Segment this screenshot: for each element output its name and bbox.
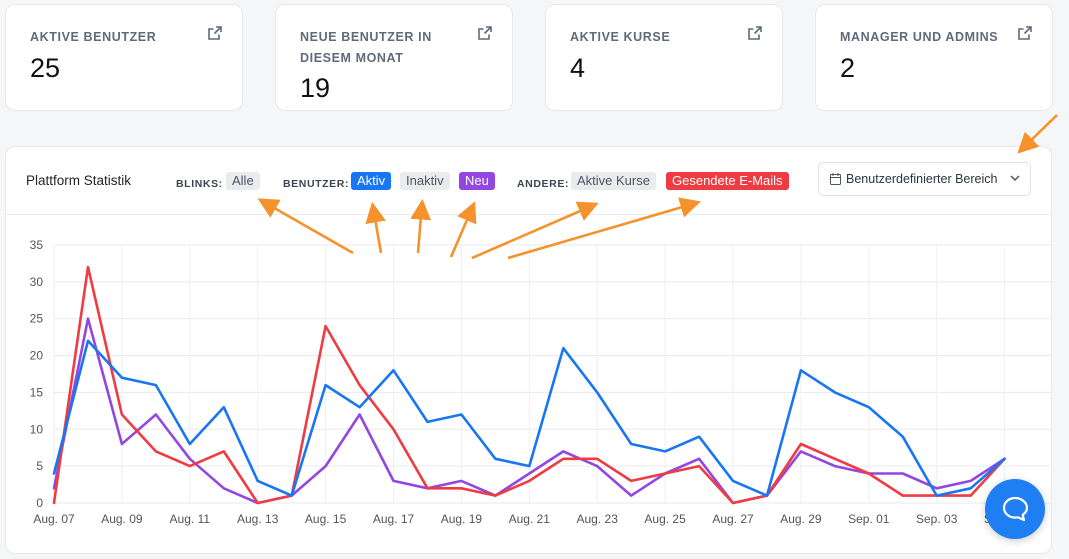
y-tick-label: 30 [30,275,44,289]
x-tick-label: Aug. 13 [237,512,279,526]
blinks-filter-label: BLINKS: [176,178,223,190]
date-range-label: Benutzerdefinierter Bereich [846,172,998,186]
stat-value: 25 [30,53,61,83]
x-tick-label: Sep. 01 [848,512,890,526]
series-line-gesendete-e-mails [52,265,1006,505]
external-link-icon[interactable] [208,26,222,40]
x-tick-label: Aug. 17 [373,512,415,526]
x-tick-label: Aug. 09 [101,512,143,526]
chevron-down-icon [1010,175,1020,182]
stat-label: AKTIVE BENUTZER [30,30,157,44]
x-tick-label: Aug. 25 [644,512,686,526]
x-tick-label: Aug. 19 [441,512,483,526]
x-tick-label: Aug. 29 [780,512,822,526]
x-tick-label: Aug. 11 [170,512,211,526]
external-link-icon[interactable] [478,26,492,40]
panel-title: Plattform Statistik [26,173,132,188]
y-tick-label: 20 [30,349,44,363]
filter-users-inactive[interactable]: Inaktiv [400,172,450,190]
platform-statistics-panel: Plattform Statistik BLINKS: Alle BENUTZE… [5,146,1052,554]
filter-active-courses[interactable]: Aktive Kurse [571,172,656,190]
x-tick-label: Aug. 07 [33,512,75,526]
filter-users-new[interactable]: Neu [459,172,495,190]
y-tick-label: 5 [36,459,43,473]
series-line-neu [52,317,1006,505]
stat-card-new-users: NEUE BENUTZER IN DIESEM MONAT 19 [275,4,513,111]
x-tick-label: Sep. 03 [916,512,958,526]
line-chart: 0 5 10 15 20 25 30 35 Aug. 07 Aug. 09 Aug. 11 Aug. … [30,238,1051,526]
y-tick-label: 10 [30,422,44,436]
chat-bubble-icon [1002,496,1028,522]
filter-users-active[interactable]: Aktiv [351,172,392,190]
stat-card-active-users: AKTIVE BENUTZER 25 [5,4,243,111]
stat-value: 4 [570,53,586,83]
stat-value: 19 [300,73,331,103]
x-tick-label: Aug. 15 [305,512,347,526]
y-tick-label: 15 [30,385,44,399]
annotation-arrow [1017,114,1058,154]
stat-card-active-courses: AKTIVE KURSE 4 [545,4,783,111]
x-tick-label: Aug. 21 [509,512,551,526]
y-tick-label: 35 [30,238,44,252]
external-link-icon[interactable] [1018,26,1032,40]
external-link-icon[interactable] [748,26,762,40]
stat-label: NEUE BENUTZER IN DIESEM MONAT [300,30,432,65]
filter-blinks-all[interactable]: Alle [226,172,260,190]
calendar-icon [830,173,841,185]
help-chat-button[interactable] [985,479,1045,539]
date-range-dropdown[interactable]: Benutzerdefinierter Bereich [818,162,1031,196]
stat-card-managers-admins: MANAGER UND ADMINS 2 [815,4,1053,111]
x-tick-label: Aug. 27 [712,512,754,526]
stat-label: MANAGER UND ADMINS [840,30,999,44]
stat-label: AKTIVE KURSE [570,30,671,44]
andere-filter-label: ANDERE: [517,178,570,190]
y-tick-label: 0 [36,496,43,510]
stat-value: 2 [840,53,856,83]
benutzer-filter-label: BENUTZER: [283,178,350,190]
x-tick-label: Aug. 23 [577,512,619,526]
series-line-aktiv [52,339,1006,497]
panel-header: Plattform Statistik BLINKS: Alle BENUTZE… [6,147,1051,215]
y-tick-label: 25 [30,312,44,326]
filter-sent-emails[interactable]: Gesendete E-Mails [666,172,789,190]
